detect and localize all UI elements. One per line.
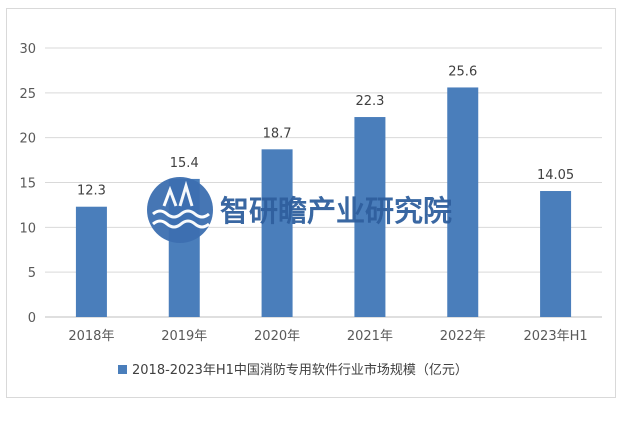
- data-label: 18.7: [263, 126, 292, 141]
- legend: 2018-2023年H1中国消防专用软件行业市场规模（亿元）: [118, 362, 468, 378]
- x-tick-label: 2021年: [347, 329, 393, 344]
- x-tick-label: 2019年: [161, 329, 207, 344]
- y-tick-label: 10: [19, 221, 36, 236]
- data-label: 22.3: [355, 94, 384, 109]
- bar: [354, 117, 386, 317]
- gridlines: [45, 47, 602, 318]
- data-label: 25.6: [448, 64, 477, 79]
- y-tick-label: 30: [19, 42, 36, 57]
- x-tick-label: 2020年: [254, 329, 300, 344]
- legend-label: 2018-2023年H1中国消防专用软件行业市场规模（亿元）: [132, 362, 468, 378]
- x-tick-label: 2018年: [68, 329, 114, 344]
- bar: [261, 149, 293, 317]
- data-labels: 12.3 15.4 18.7 22.3 25.6 14.05: [77, 64, 574, 198]
- watermark-text: 智研瞻产业研究院: [220, 194, 452, 228]
- chart-frame: [6, 8, 616, 398]
- x-tick-label: 2023年H1: [524, 329, 588, 344]
- y-tick-label: 25: [19, 87, 36, 102]
- x-axis-ticks: 2018年 2019年 2020年 2021年 2022年 2023年H1: [68, 329, 587, 344]
- x-tick-label: 2022年: [440, 329, 486, 344]
- data-label: 15.4: [170, 156, 199, 171]
- bar: [75, 206, 107, 317]
- y-axis-ticks: 0 5 10 15 20 25 30: [19, 42, 36, 326]
- data-label: 12.3: [77, 184, 106, 199]
- watermark-logo-peaks: [162, 180, 194, 207]
- y-tick-label: 0: [28, 311, 36, 326]
- data-label: 14.05: [537, 168, 574, 183]
- y-tick-label: 20: [19, 132, 36, 147]
- bar: [447, 87, 479, 317]
- watermark: 智研瞻产业研究院: [147, 177, 452, 243]
- y-tick-label: 15: [19, 177, 36, 192]
- bar: [540, 191, 572, 317]
- y-tick-label: 5: [28, 266, 36, 281]
- legend-swatch: [118, 365, 127, 374]
- watermark-logo-waves: [152, 209, 210, 229]
